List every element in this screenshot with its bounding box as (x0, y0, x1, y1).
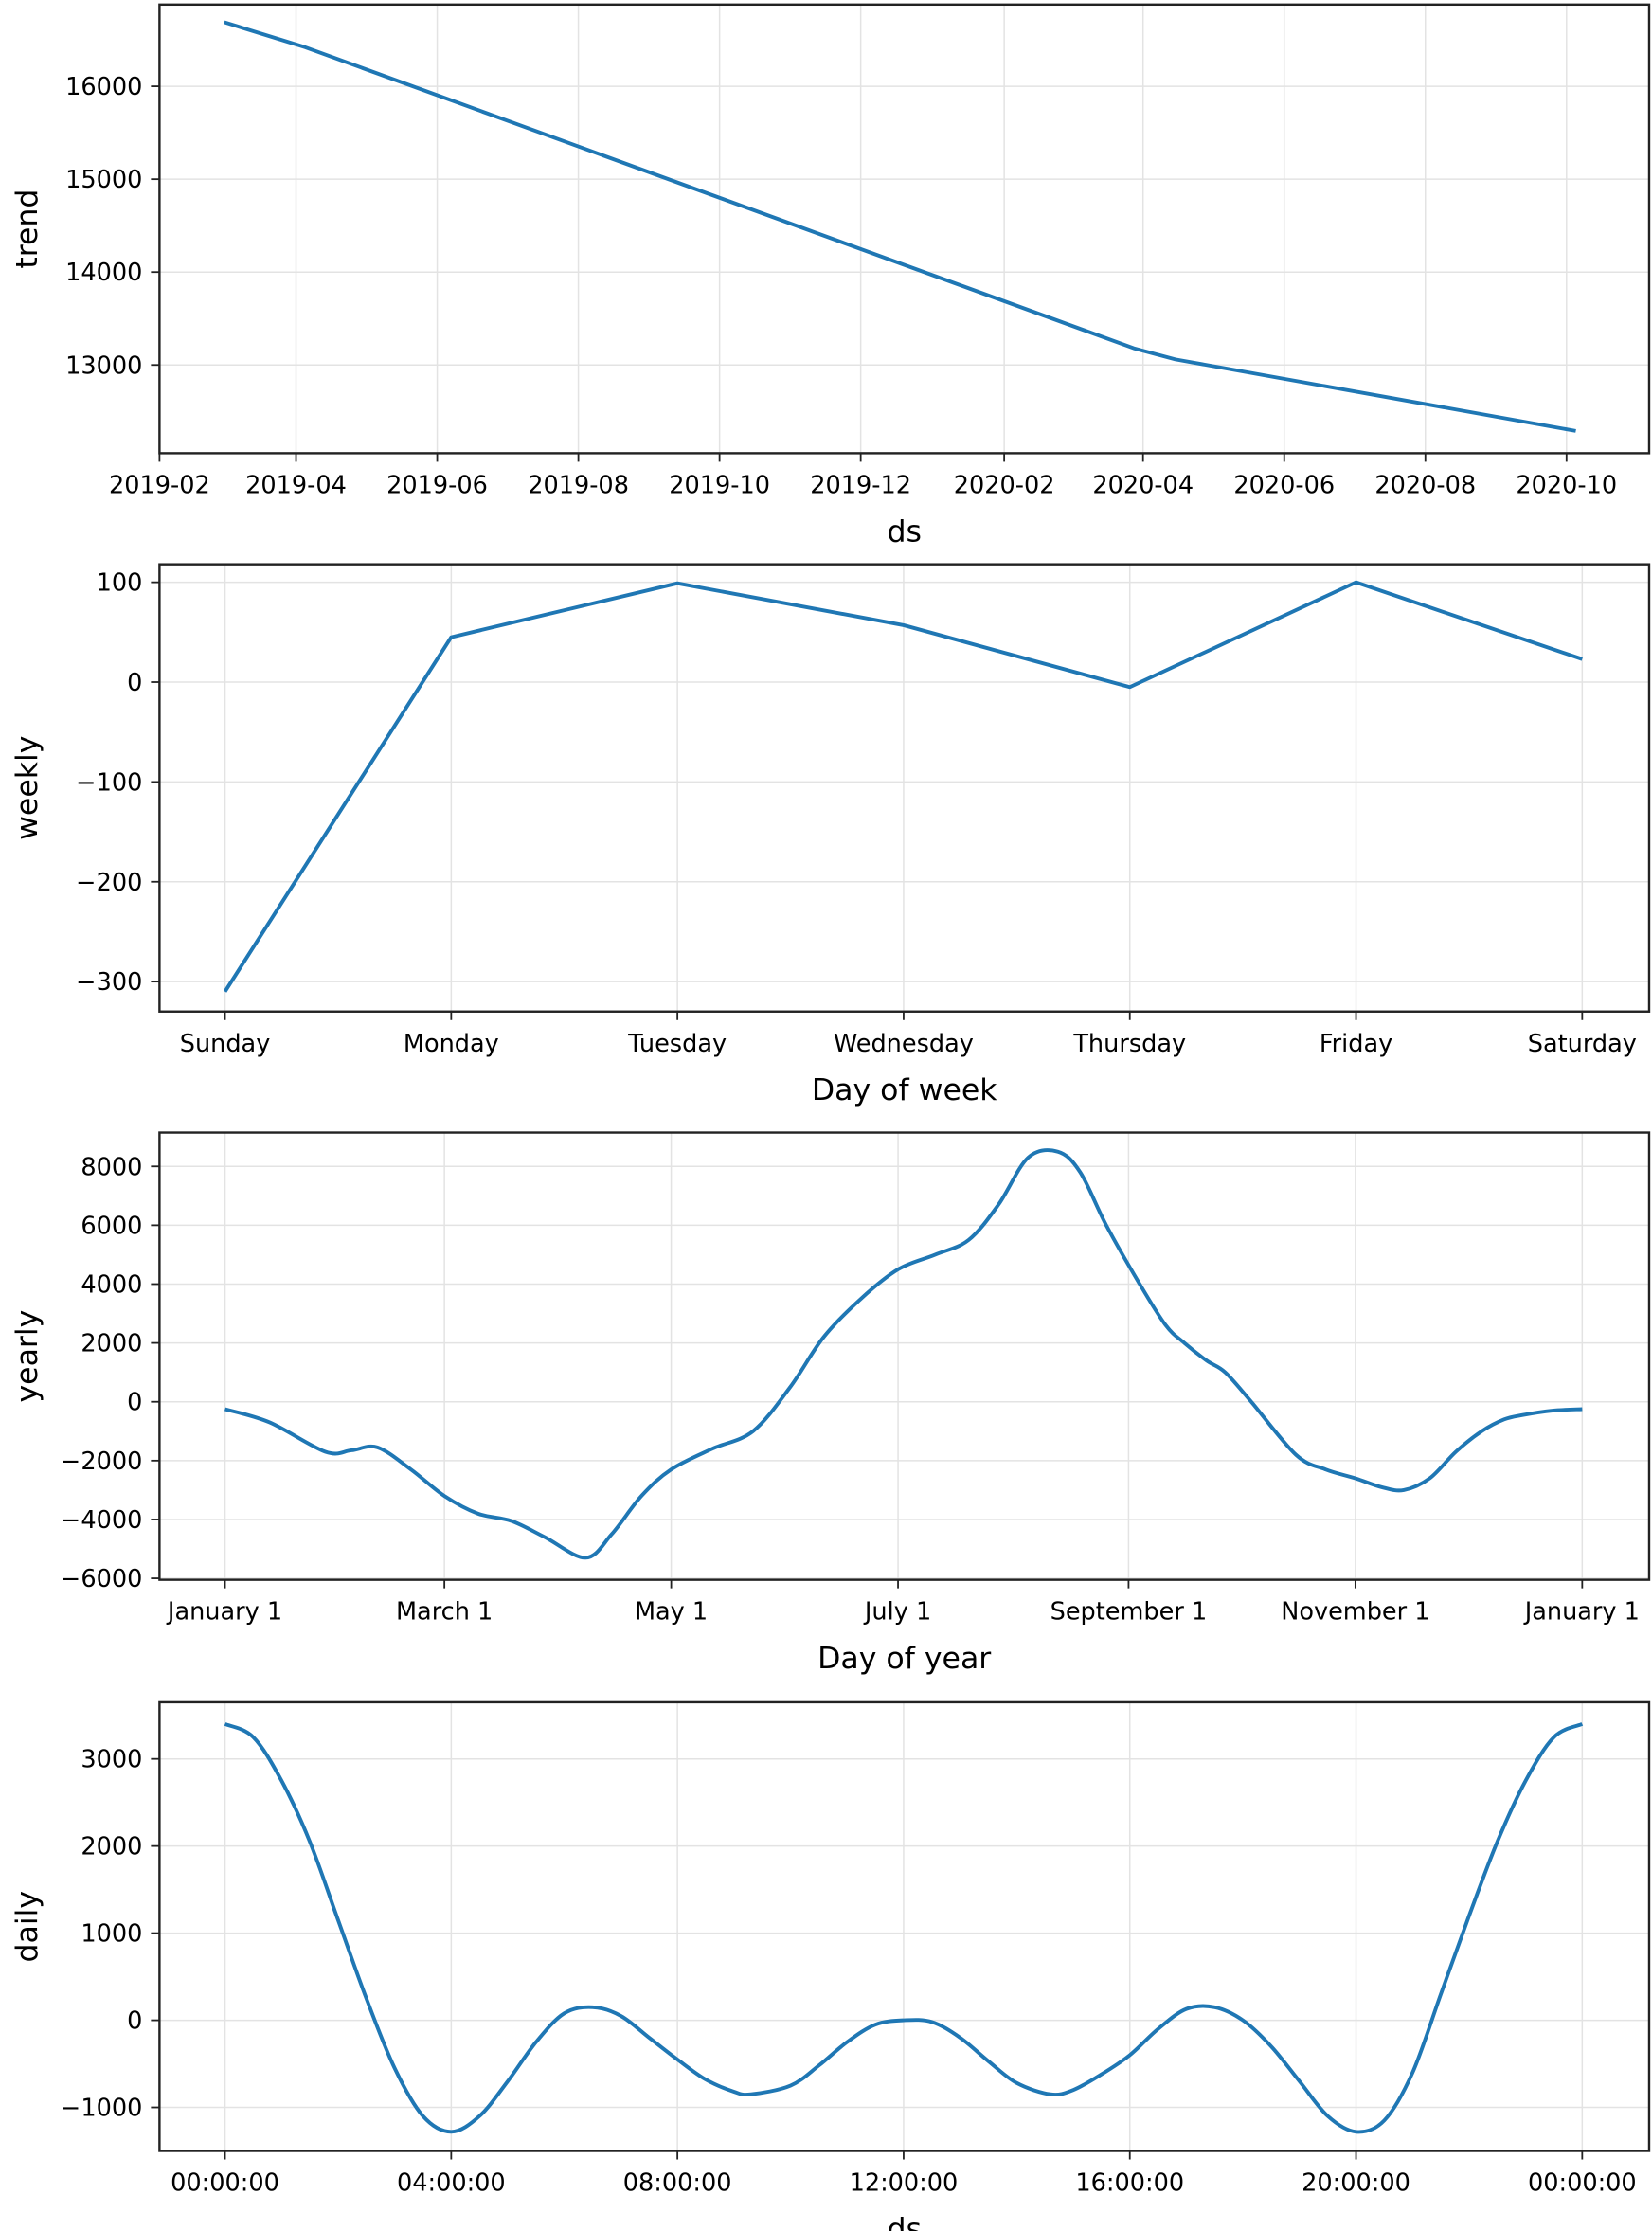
y-axis-label: weekly (10, 736, 45, 840)
y-axis-label: daily (10, 1891, 45, 1963)
x-tick-label: 2020-04 (1092, 471, 1194, 499)
x-tick-label: 12:00:00 (850, 2169, 959, 2198)
x-tick-label: Saturday (1528, 1030, 1637, 1058)
daily-series-line (224, 1722, 1584, 2134)
yearly-panel: January 1 March 1 May 1 July 1 September 1 No… (10, 1131, 1651, 1676)
plot-frame (158, 1700, 1651, 2152)
x-tick-label: September 1 (1050, 1598, 1208, 1627)
trend-series-line (224, 20, 1576, 433)
y-tick-label: −1000 (61, 2095, 142, 2123)
x-tick-label: 2019-08 (528, 471, 629, 499)
x-tick-label: 2020-08 (1374, 471, 1476, 499)
x-tick-label: 2019-10 (669, 471, 770, 499)
x-tick-label: May 1 (635, 1598, 708, 1627)
yearly-series-line (224, 1148, 1583, 1560)
x-tick-label: March 1 (396, 1598, 493, 1627)
x-tick-label: November 1 (1281, 1598, 1429, 1627)
x-axis-label: Day of year (817, 1642, 991, 1676)
x-tick-label: 16:00:00 (1075, 2169, 1184, 2198)
y-axis-label: trend (10, 189, 45, 269)
x-axis-label: ds (887, 2213, 921, 2231)
x-tick-label: 08:00:00 (623, 2169, 732, 2198)
x-tick-label: Thursday (1072, 1030, 1186, 1058)
y-axis-label: yearly (10, 1310, 45, 1403)
x-tick-label: July 1 (863, 1598, 931, 1627)
y-tick-label: 13000 (65, 351, 142, 380)
plot-frame (158, 3, 1651, 455)
weekly-series-line (223, 580, 1583, 993)
y-tick-label: −6000 (61, 1565, 142, 1593)
x-tick-label: Wednesday (834, 1030, 974, 1058)
x-tick-label: 04:00:00 (397, 2169, 506, 2198)
y-tick-label: 0 (127, 669, 142, 697)
x-tick-label: 00:00:00 (1528, 2169, 1637, 2198)
y-tick-label: 0 (127, 1389, 142, 1417)
y-tick-label: 3000 (81, 1746, 142, 1774)
x-tick-label: Tuesday (627, 1030, 727, 1058)
y-tick-label: 4000 (81, 1271, 142, 1300)
x-tick-label: Sunday (180, 1030, 271, 1058)
x-axis-label: Day of week (812, 1073, 997, 1107)
y-tick-label: −200 (76, 869, 142, 897)
trend-panel: 2019-02 2019-04 2019-06 2019-08 2019-10 2019-… (10, 3, 1651, 549)
y-tick-label: 8000 (81, 1153, 142, 1181)
y-tick-label: 6000 (81, 1212, 142, 1240)
y-tick-label: 2000 (81, 1330, 142, 1358)
x-tick-label: 2019-02 (109, 471, 210, 499)
y-tick-label: 0 (127, 2007, 142, 2036)
plot-frame (158, 1131, 1651, 1581)
x-tick-label: Monday (404, 1030, 499, 1058)
y-tick-label: −2000 (61, 1448, 142, 1476)
daily-panel: 00:00:00 04:00:00 08:00:00 12:00:00 16:00:00… (10, 1700, 1651, 2231)
y-tick-label: 2000 (81, 1833, 142, 1862)
x-tick-label: 2019-06 (386, 471, 488, 499)
x-tick-label: 20:00:00 (1302, 2169, 1410, 2198)
x-tick-label: 2020-02 (954, 471, 1055, 499)
x-tick-label: 2019-12 (810, 471, 911, 499)
x-tick-label: 2020-06 (1233, 471, 1335, 499)
x-tick-label: January 1 (1523, 1598, 1640, 1627)
y-tick-label: −100 (76, 768, 142, 797)
y-tick-label: 16000 (65, 73, 142, 101)
y-tick-label: −4000 (61, 1506, 142, 1535)
x-axis-label: ds (887, 515, 921, 549)
y-tick-label: 15000 (65, 166, 142, 194)
plot-frame (158, 563, 1651, 1013)
y-tick-label: 1000 (81, 1920, 142, 1949)
x-tick-label: January 1 (166, 1598, 282, 1627)
x-tick-label: Friday (1320, 1030, 1392, 1058)
y-tick-label: −300 (76, 968, 142, 997)
y-tick-label: 100 (97, 569, 143, 598)
weekly-panel: Sunday Monday Tuesday Wednesday Thursday Frid… (10, 563, 1651, 1107)
x-tick-label: 00:00:00 (171, 2169, 279, 2198)
y-tick-label: 14000 (65, 259, 142, 287)
x-tick-label: 2020-10 (1516, 471, 1617, 499)
x-tick-label: 2019-04 (245, 471, 347, 499)
